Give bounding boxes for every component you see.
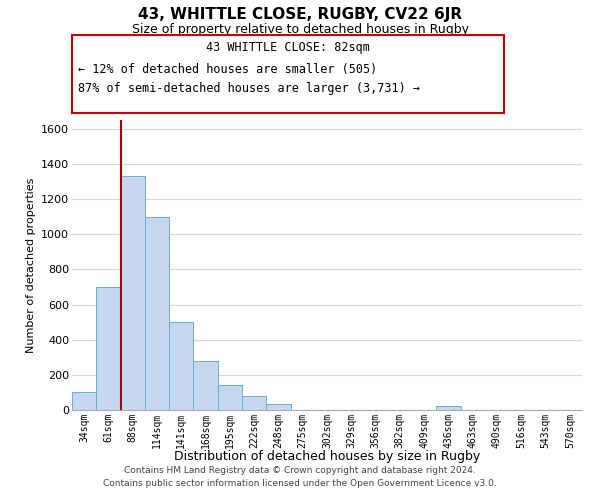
Bar — [72, 392, 96, 410]
Bar — [121, 176, 145, 410]
Text: Size of property relative to detached houses in Rugby: Size of property relative to detached ho… — [131, 22, 469, 36]
Bar — [242, 396, 266, 410]
Bar — [218, 386, 242, 410]
Bar — [266, 404, 290, 410]
Text: Contains HM Land Registry data © Crown copyright and database right 2024.
Contai: Contains HM Land Registry data © Crown c… — [103, 466, 497, 487]
Bar — [193, 361, 218, 410]
Bar — [436, 406, 461, 410]
Bar — [96, 287, 121, 410]
Text: 43 WHITTLE CLOSE: 82sqm: 43 WHITTLE CLOSE: 82sqm — [206, 41, 370, 54]
Text: 87% of semi-detached houses are larger (3,731) →: 87% of semi-detached houses are larger (… — [78, 82, 420, 96]
Y-axis label: Number of detached properties: Number of detached properties — [26, 178, 35, 352]
Text: 43, WHITTLE CLOSE, RUGBY, CV22 6JR: 43, WHITTLE CLOSE, RUGBY, CV22 6JR — [138, 8, 462, 22]
Text: ← 12% of detached houses are smaller (505): ← 12% of detached houses are smaller (50… — [78, 62, 377, 76]
Bar — [169, 322, 193, 410]
Bar — [145, 216, 169, 410]
Text: Distribution of detached houses by size in Rugby: Distribution of detached houses by size … — [174, 450, 480, 463]
